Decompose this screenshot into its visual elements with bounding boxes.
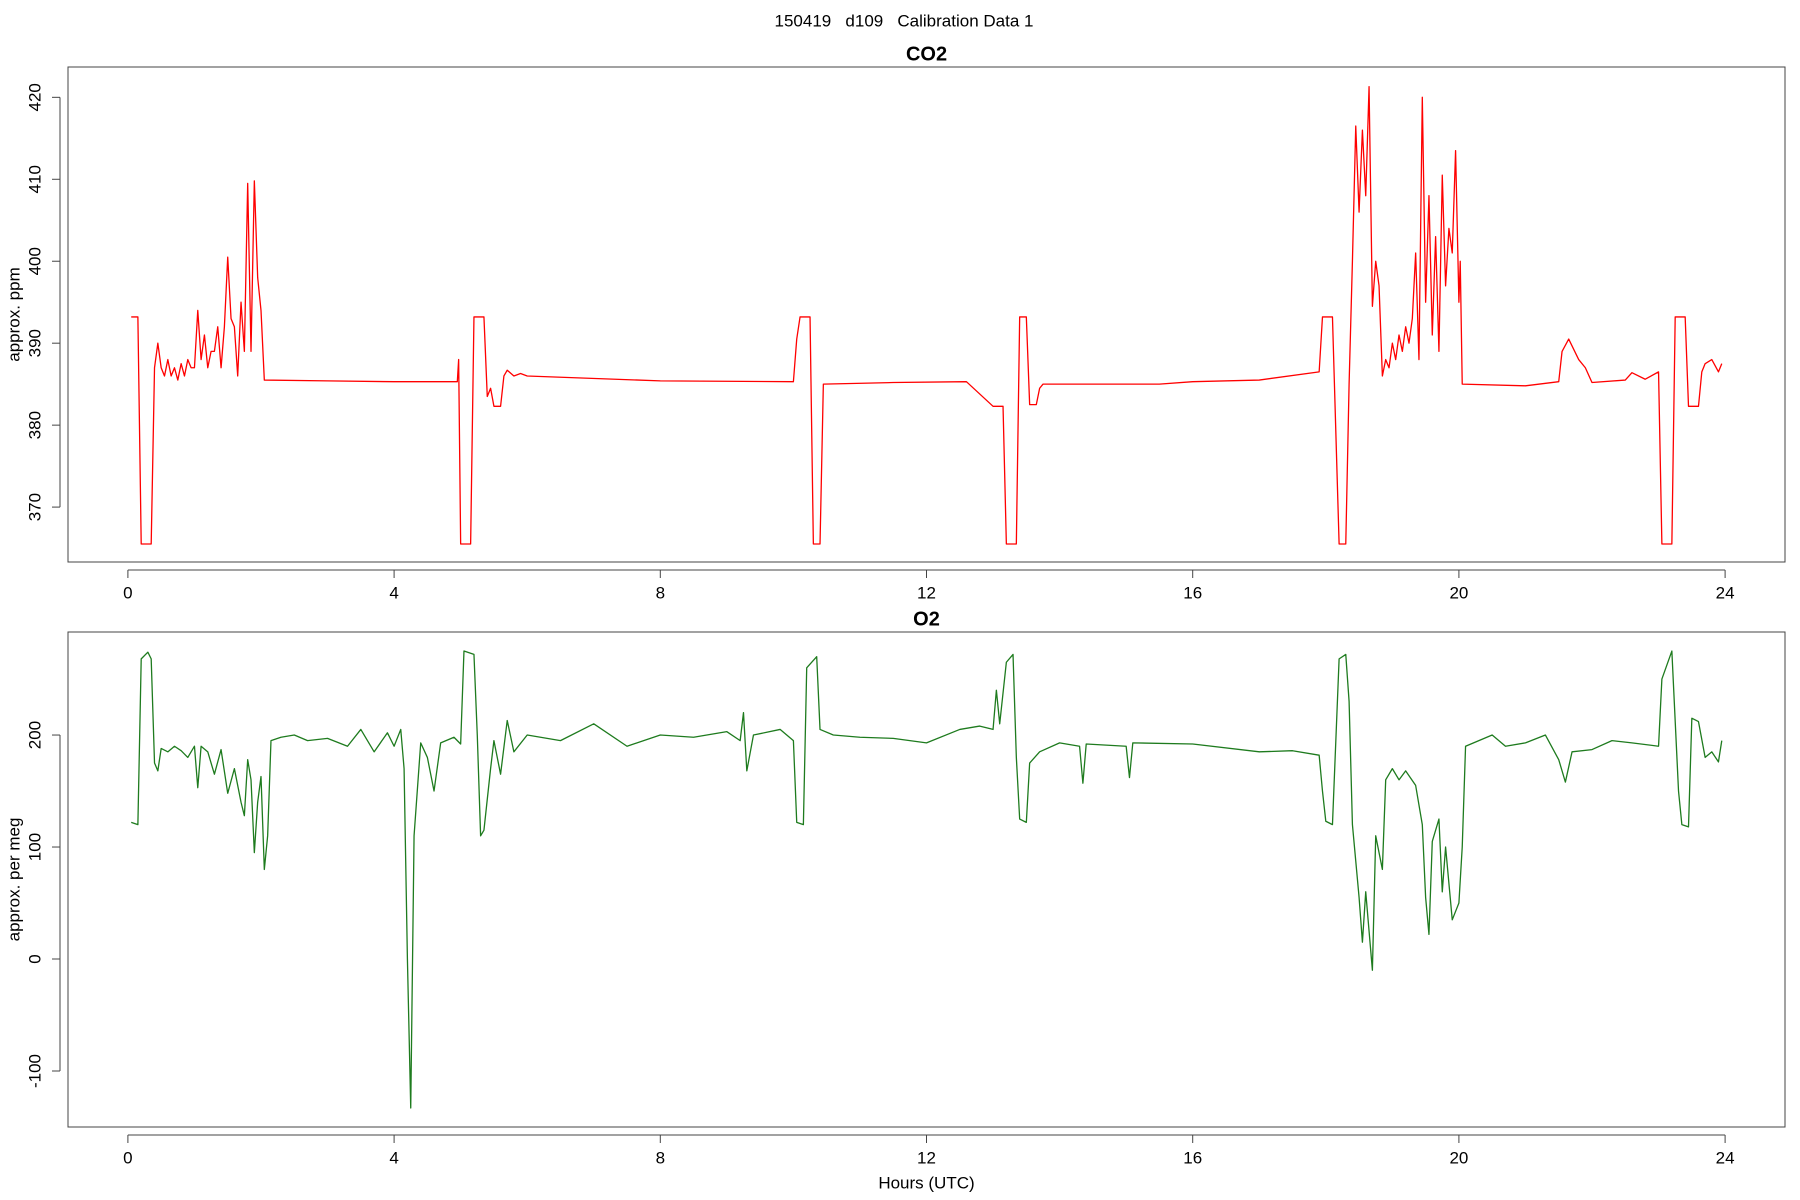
y-tick-label: -100 xyxy=(25,1054,44,1088)
panel-title: CO2 xyxy=(906,43,947,65)
y-tick-label: 410 xyxy=(25,165,44,193)
x-tick-label: 16 xyxy=(1183,1148,1202,1167)
y-axis-label: approx. per meg xyxy=(4,818,23,942)
y-tick-label: 380 xyxy=(25,411,44,439)
x-tick-label: 12 xyxy=(917,583,936,602)
plot-frame xyxy=(67,631,1786,1128)
x-axis-label: Hours (UTC) xyxy=(878,1173,974,1192)
x-tick-label: 24 xyxy=(1716,1148,1735,1167)
x-tick-label: 12 xyxy=(917,1148,936,1167)
x-tick-label: 24 xyxy=(1716,583,1735,602)
y-tick-label: 370 xyxy=(25,493,44,521)
y-tick-label: 100 xyxy=(25,833,44,861)
y-tick-label: 390 xyxy=(25,329,44,357)
x-tick-label: 20 xyxy=(1449,583,1468,602)
data-line xyxy=(131,650,1723,1109)
figure-title: 150419 d109 Calibration Data 1 xyxy=(775,11,1034,30)
y-tick-label: 400 xyxy=(25,247,44,275)
x-tick-label: 4 xyxy=(389,583,398,602)
x-tick-label: 8 xyxy=(656,583,665,602)
x-tick-label: 0 xyxy=(123,1148,132,1167)
y-tick-label: 200 xyxy=(25,721,44,749)
panel-title: O2 xyxy=(913,608,940,630)
x-tick-label: 8 xyxy=(656,1148,665,1167)
y-tick-label: 0 xyxy=(25,954,44,963)
x-tick-label: 16 xyxy=(1183,583,1202,602)
y-axis-label: approx. ppm xyxy=(4,267,23,362)
data-line xyxy=(131,86,1723,545)
x-tick-label: 0 xyxy=(123,583,132,602)
y-tick-label: 420 xyxy=(25,83,44,111)
plot-frame xyxy=(67,66,1786,563)
x-tick-label: 4 xyxy=(389,1148,398,1167)
x-tick-label: 20 xyxy=(1449,1148,1468,1167)
